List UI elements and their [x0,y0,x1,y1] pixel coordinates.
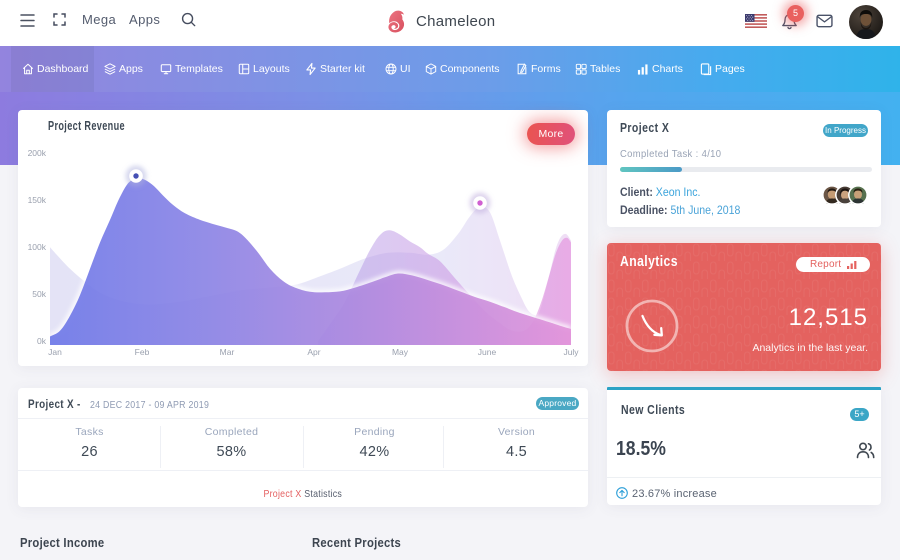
svg-text:Jan: Jan [48,347,62,357]
svg-text:Apr: Apr [307,347,320,357]
svg-text:June: June [478,347,497,357]
svg-text:200k: 200k [28,148,47,158]
svg-text:May: May [392,347,409,357]
svg-text:Feb: Feb [135,347,150,357]
svg-text:0k: 0k [37,336,47,346]
svg-text:50k: 50k [32,289,46,299]
svg-text:July: July [563,347,579,357]
svg-text:100k: 100k [28,242,47,252]
svg-text:150k: 150k [28,195,47,205]
svg-text:Mar: Mar [220,347,235,357]
